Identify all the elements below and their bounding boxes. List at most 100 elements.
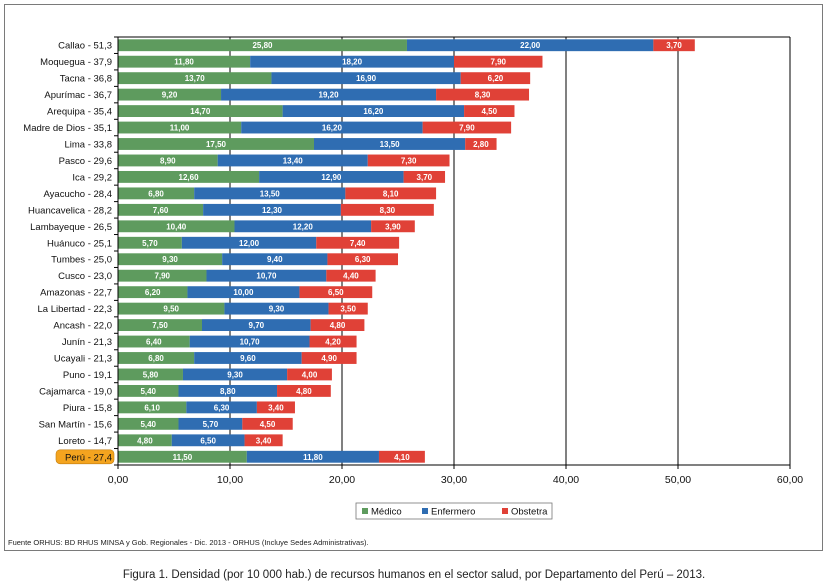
bar-segment: [118, 138, 314, 150]
bar-segment: [314, 138, 466, 150]
data-label: 6,50: [328, 288, 344, 297]
bar-segment: [246, 450, 379, 463]
bar-segment: [118, 187, 195, 200]
data-label: 7,90: [459, 124, 475, 133]
data-label: 9,30: [162, 255, 178, 264]
bar-segment: [194, 187, 346, 200]
data-label: 11,00: [170, 124, 190, 133]
data-label: 6,30: [355, 255, 371, 264]
bar-segment: [436, 88, 530, 101]
data-label: 2,80: [473, 140, 489, 149]
data-label: 13,50: [260, 189, 281, 198]
data-label: 4,80: [330, 321, 346, 330]
category-label: Puno - 19,1: [63, 370, 112, 381]
data-label: 10,00: [233, 288, 254, 297]
data-label: 7,50: [152, 321, 168, 330]
data-label: 5,80: [143, 370, 159, 379]
bar-segment: [118, 121, 242, 134]
data-label: 3,40: [268, 403, 284, 412]
bar-segment: [271, 72, 461, 85]
category-label: Lambayeque - 26,5: [30, 222, 112, 233]
bar-segment: [118, 253, 223, 266]
data-label: 4,80: [137, 436, 153, 445]
bar-segment: [222, 253, 328, 266]
bar-segment: [221, 88, 437, 101]
bar-segment: [118, 352, 195, 364]
category-label: Cajamarca - 19,0: [39, 386, 112, 397]
bar-segment: [327, 253, 398, 266]
data-label: 22,00: [520, 41, 541, 50]
bar-segment: [182, 368, 288, 381]
data-label: 6,10: [144, 403, 160, 412]
category-label: Pasco - 29,6: [59, 156, 112, 167]
category-label: Ica - 29,2: [72, 172, 112, 183]
data-label: 12,60: [179, 173, 200, 182]
bar-segment: [118, 236, 182, 249]
data-label: 5,70: [142, 239, 158, 248]
bar-segment: [118, 319, 202, 332]
bar-segment: [118, 302, 225, 315]
data-label: 5,40: [140, 420, 156, 429]
highlight-badge: [55, 449, 115, 465]
bar-segment: [371, 220, 415, 233]
category-label: Ayacucho - 28,4: [44, 189, 112, 200]
category-label: Ucayali - 21,3: [54, 354, 112, 365]
bar-segment: [301, 352, 357, 364]
category-label: Cusco - 23,0: [58, 271, 112, 282]
bar-segment: [118, 434, 172, 447]
data-label: 5,70: [203, 420, 219, 429]
category-label: Moquegua - 37,9: [40, 57, 112, 68]
data-label: 8,80: [220, 387, 236, 396]
data-label: 13,70: [185, 74, 206, 83]
data-label: 6,20: [145, 288, 161, 297]
data-label: 3,70: [417, 173, 433, 182]
bar-segment: [118, 269, 207, 282]
data-label: 14,70: [190, 107, 211, 116]
bar-segment: [326, 269, 376, 282]
bar-segment: [186, 401, 257, 414]
data-label: 25,80: [252, 41, 273, 50]
bar-segment: [178, 417, 243, 430]
category-label: Amazonas - 22,7: [40, 288, 112, 299]
category-label: Callao - 51,3: [58, 41, 112, 52]
x-tick-label: 60,00: [777, 474, 803, 486]
bar-segment: [194, 352, 302, 364]
bar-segment: [378, 450, 425, 463]
bar-segment: [118, 335, 190, 348]
data-label: 10,40: [166, 222, 187, 231]
data-label: 11,50: [173, 453, 193, 462]
bar-segment: [118, 88, 222, 101]
bar-segment: [234, 220, 372, 233]
legend-label: Médico: [371, 507, 402, 518]
data-label: 3,70: [666, 41, 682, 50]
bar-segment: [299, 286, 373, 299]
data-label: 11,80: [174, 58, 194, 67]
bar-segment: [403, 170, 446, 183]
bar-segment: [310, 319, 365, 332]
legend-swatch: [422, 508, 428, 514]
bar-segment: [460, 72, 531, 85]
bar-segment: [202, 319, 311, 332]
x-tick-label: 50,00: [665, 474, 691, 486]
category-label: Huancavelica - 28,2: [28, 205, 112, 216]
data-label: 17,50: [206, 140, 227, 149]
data-label: 7,30: [401, 156, 417, 165]
bar-segment: [224, 302, 329, 315]
data-label: 8,10: [383, 189, 399, 198]
data-label: 19,20: [319, 91, 340, 100]
data-label: 9,30: [227, 370, 243, 379]
data-label: 13,50: [380, 140, 401, 149]
data-label: 7,90: [154, 272, 170, 281]
bar-segment: [328, 302, 368, 315]
data-label: 18,20: [342, 58, 363, 67]
x-tick-label: 10,00: [217, 474, 243, 486]
data-label: 6,30: [214, 403, 230, 412]
data-label: 16,90: [356, 74, 377, 83]
data-label: 9,40: [267, 255, 283, 264]
legend-box: [355, 502, 553, 520]
data-label: 8,90: [160, 156, 176, 165]
data-label: 4,00: [302, 370, 318, 379]
data-label: 10,70: [256, 272, 277, 281]
data-label: 4,40: [343, 272, 359, 281]
